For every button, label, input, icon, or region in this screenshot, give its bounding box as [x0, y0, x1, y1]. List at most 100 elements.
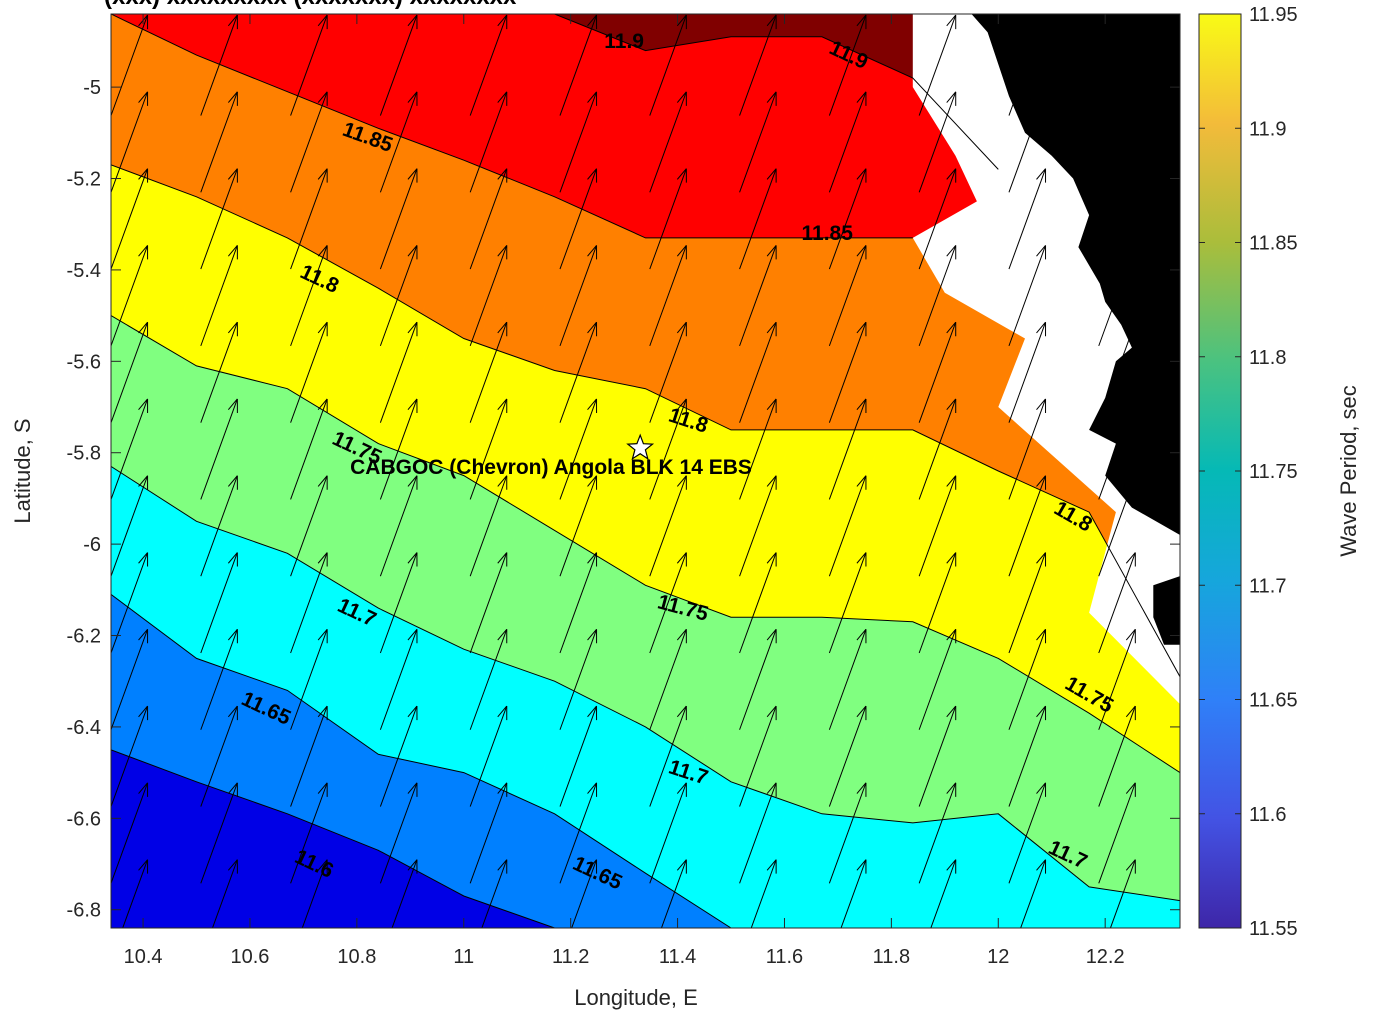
wave-arrow — [1008, 168, 1047, 270]
wave-arrow — [930, 859, 957, 928]
wave-arrow — [660, 859, 687, 928]
wave-arrow — [111, 91, 149, 193]
wave-arrow — [559, 782, 598, 884]
contour-lines — [111, 14, 1180, 928]
wave-arrow — [111, 552, 149, 654]
wave-arrow — [828, 398, 867, 500]
wave-arrow — [559, 91, 598, 193]
site-layer: CABGOC (Chevron) Angola BLK 14 EBS — [350, 433, 752, 479]
wave-arrow — [290, 782, 328, 884]
wave-arrow — [122, 859, 149, 928]
wave-arrow — [469, 552, 508, 654]
wave-arrow — [559, 475, 598, 577]
wave-arrow — [290, 705, 328, 807]
wave-arrow — [200, 91, 238, 193]
y-tick-label: -6 — [83, 534, 101, 556]
wave-arrow — [840, 859, 867, 928]
wave-arrow — [1008, 398, 1047, 500]
wave-arrow — [1008, 14, 1047, 116]
x-tick-label: 11.4 — [659, 946, 696, 968]
contour-line-11.8 — [111, 164, 1180, 677]
wave-arrow — [739, 91, 777, 193]
y-tick-label: -5 — [83, 77, 101, 99]
wave-arrow — [739, 14, 777, 116]
x-tick-label: 10.6 — [231, 946, 270, 968]
chart-title: (xxx) xxxxxxxxx (xxxxxxx) xxxxxxxx — [104, 0, 517, 10]
wave-arrow — [290, 91, 328, 193]
contour-line-11.7 — [111, 465, 1180, 902]
wave-arrow — [739, 245, 777, 347]
wave-arrow — [828, 782, 867, 884]
wave-arrow — [1098, 782, 1136, 884]
colorbar: 11.55 11.6 11.65 11.7 11.75 11.8 11.85 11.9 11.9… — [1198, 4, 1298, 940]
x-tick-label: 10.8 — [337, 946, 376, 968]
wave-arrow — [200, 782, 238, 884]
wave-arrow — [469, 398, 508, 500]
wave-arrow — [200, 245, 238, 347]
contour-line-11.85 — [111, 14, 913, 239]
wave-arrow — [379, 552, 418, 654]
wave-arrow — [111, 321, 149, 423]
wave-arrow — [290, 475, 328, 577]
wave-arrow — [111, 168, 149, 270]
plot-frame — [110, 13, 1181, 929]
wave-arrow — [1109, 859, 1136, 928]
wave-arrow — [739, 782, 777, 884]
contour-line-11.6 — [111, 749, 555, 928]
wave-arrow — [828, 321, 867, 423]
wave-arrow — [391, 859, 418, 928]
y-tick-label: -6.6 — [67, 808, 101, 830]
wave-arrow — [379, 705, 418, 807]
wave-arrow — [1008, 552, 1047, 654]
wave-arrow — [379, 91, 418, 193]
contour-label: 11.85 — [801, 222, 853, 245]
wave-arrow — [379, 321, 418, 423]
wave-arrow — [200, 475, 238, 577]
colorbar-tick-label: 11.7 — [1249, 575, 1286, 597]
colorbar-tick-label: 11.75 — [1249, 461, 1298, 483]
wave-arrow — [559, 168, 598, 270]
wave-arrow — [739, 552, 777, 654]
colorbar-tick-label: 11.95 — [1249, 4, 1298, 26]
wave-arrow — [1098, 398, 1136, 500]
wave-arrow — [649, 475, 687, 577]
wave-arrow — [379, 475, 418, 577]
y-tick-label: -5.6 — [67, 351, 101, 373]
y-tick-label: -5.4 — [67, 260, 101, 282]
wave-arrow — [200, 628, 238, 730]
x-axis-title: Longitude, E — [574, 985, 698, 1010]
wave-arrow — [649, 782, 687, 884]
wave-direction-arrows — [111, 14, 1136, 928]
wave-arrow — [918, 628, 957, 730]
wave-arrow — [469, 245, 508, 347]
wave-arrow — [469, 14, 508, 116]
wave-arrow — [469, 321, 508, 423]
x-tick-label: 12 — [987, 946, 1009, 968]
wave-arrow — [379, 168, 418, 270]
x-tick-label: 10.4 — [124, 946, 163, 968]
wave-arrow — [1020, 859, 1047, 928]
wave-arrow — [200, 705, 238, 807]
wave-arrow — [200, 168, 238, 270]
colorbar-tick-label: 11.55 — [1249, 918, 1298, 940]
colorbar-tick-label: 11.8 — [1249, 347, 1286, 369]
wave-arrow — [1098, 475, 1136, 577]
wave-arrow — [559, 628, 598, 730]
colorbar-gradient — [1198, 13, 1242, 929]
wave-arrow — [379, 398, 418, 500]
wave-arrow — [918, 91, 957, 193]
wave-arrow — [1098, 552, 1136, 654]
colorbar-tick-label: 11.6 — [1249, 804, 1286, 826]
wave-arrow — [1098, 91, 1136, 193]
wave-arrow — [918, 14, 957, 116]
wave-arrow — [1008, 782, 1047, 884]
wave-arrow — [828, 475, 867, 577]
y-axis-title: Latitude, S — [10, 418, 35, 523]
wave-arrow — [211, 859, 238, 928]
y-tick-label: -6.4 — [67, 717, 101, 739]
wave-arrow — [739, 628, 777, 730]
wave-arrow — [828, 14, 867, 116]
wave-arrow — [200, 321, 238, 423]
wave-arrow — [111, 245, 149, 347]
